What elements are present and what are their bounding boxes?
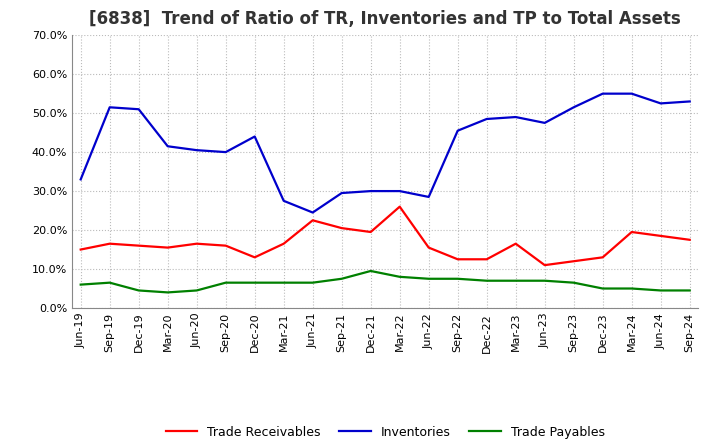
- Trade Receivables: [570, 259, 578, 264]
- Inventories: [251, 134, 259, 139]
- Trade Receivables: [308, 218, 317, 223]
- Inventories: [221, 150, 230, 155]
- Legend: Trade Receivables, Inventories, Trade Payables: Trade Receivables, Inventories, Trade Pa…: [161, 421, 610, 440]
- Inventories: [76, 177, 85, 182]
- Trade Payables: [598, 286, 607, 291]
- Inventories: [627, 91, 636, 96]
- Line: Trade Payables: Trade Payables: [81, 271, 690, 293]
- Trade Receivables: [424, 245, 433, 250]
- Trade Receivables: [511, 241, 520, 246]
- Trade Receivables: [221, 243, 230, 248]
- Inventories: [685, 99, 694, 104]
- Trade Receivables: [395, 204, 404, 209]
- Inventories: [541, 120, 549, 125]
- Inventories: [598, 91, 607, 96]
- Trade Receivables: [279, 241, 288, 246]
- Inventories: [192, 147, 201, 153]
- Trade Receivables: [135, 243, 143, 248]
- Inventories: [338, 191, 346, 196]
- Trade Payables: [251, 280, 259, 285]
- Inventories: [570, 105, 578, 110]
- Trade Payables: [395, 274, 404, 279]
- Inventories: [424, 194, 433, 200]
- Trade Payables: [627, 286, 636, 291]
- Inventories: [482, 116, 491, 121]
- Trade Receivables: [685, 237, 694, 242]
- Trade Payables: [105, 280, 114, 285]
- Trade Payables: [279, 280, 288, 285]
- Trade Payables: [221, 280, 230, 285]
- Trade Payables: [570, 280, 578, 285]
- Trade Payables: [163, 290, 172, 295]
- Inventories: [308, 210, 317, 215]
- Trade Payables: [541, 278, 549, 283]
- Inventories: [279, 198, 288, 203]
- Inventories: [454, 128, 462, 133]
- Trade Payables: [192, 288, 201, 293]
- Trade Receivables: [163, 245, 172, 250]
- Line: Trade Receivables: Trade Receivables: [81, 207, 690, 265]
- Trade Payables: [482, 278, 491, 283]
- Trade Receivables: [366, 229, 375, 235]
- Trade Receivables: [76, 247, 85, 252]
- Trade Receivables: [627, 229, 636, 235]
- Trade Payables: [308, 280, 317, 285]
- Trade Receivables: [598, 255, 607, 260]
- Inventories: [395, 188, 404, 194]
- Trade Receivables: [541, 263, 549, 268]
- Trade Receivables: [657, 233, 665, 238]
- Trade Receivables: [454, 257, 462, 262]
- Inventories: [657, 101, 665, 106]
- Inventories: [105, 105, 114, 110]
- Trade Receivables: [251, 255, 259, 260]
- Trade Payables: [657, 288, 665, 293]
- Trade Receivables: [338, 225, 346, 231]
- Trade Receivables: [192, 241, 201, 246]
- Inventories: [366, 188, 375, 194]
- Trade Receivables: [105, 241, 114, 246]
- Trade Payables: [424, 276, 433, 282]
- Inventories: [135, 106, 143, 112]
- Trade Payables: [366, 268, 375, 274]
- Trade Payables: [454, 276, 462, 282]
- Trade Payables: [135, 288, 143, 293]
- Inventories: [163, 143, 172, 149]
- Trade Payables: [76, 282, 85, 287]
- Title: [6838]  Trend of Ratio of TR, Inventories and TP to Total Assets: [6838] Trend of Ratio of TR, Inventories…: [89, 10, 681, 28]
- Line: Inventories: Inventories: [81, 94, 690, 213]
- Inventories: [511, 114, 520, 120]
- Trade Payables: [511, 278, 520, 283]
- Trade Payables: [338, 276, 346, 282]
- Trade Receivables: [482, 257, 491, 262]
- Trade Payables: [685, 288, 694, 293]
